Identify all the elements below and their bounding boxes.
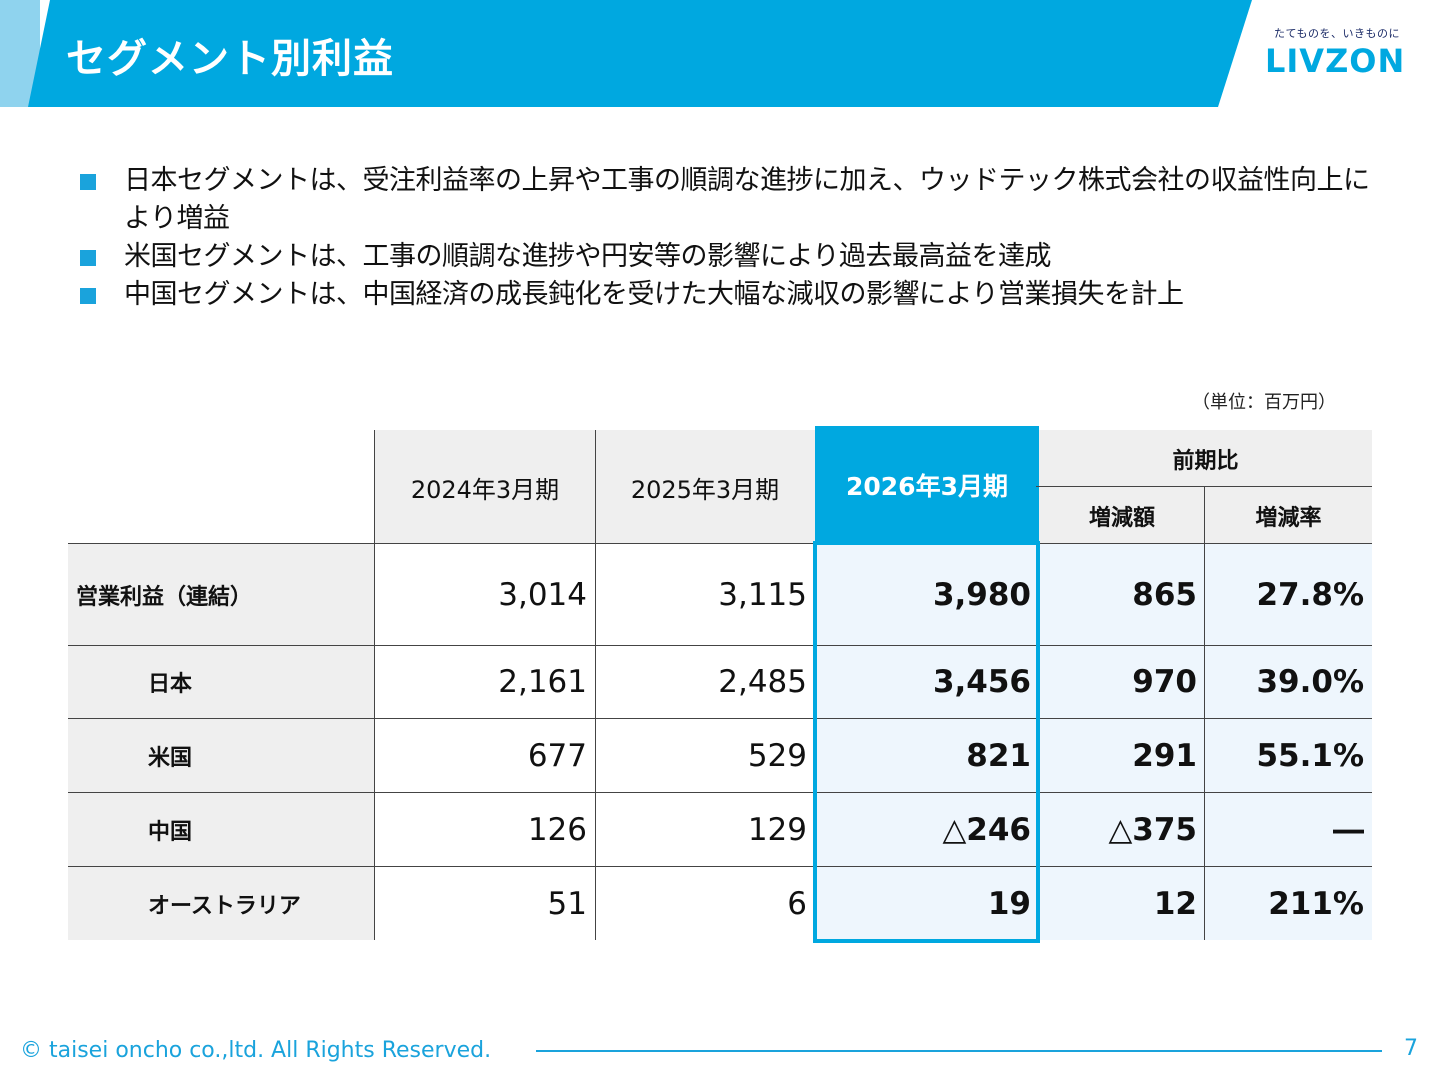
bullet-list: 日本セグメントは、受注利益率の上昇や工事の順調な進捗に加え、ウッドテック株式会社…	[78, 162, 1378, 314]
table-cell: 677	[527, 738, 587, 774]
bullet-item: 中国セグメントは、中国経済の成長鈍化を受けた大幅な減収の影響により営業損失を計上	[78, 276, 1378, 314]
table-cell: 126	[527, 812, 587, 848]
row-label: 中国	[68, 793, 375, 867]
table-cell-highlight: 19	[815, 867, 1039, 940]
col-header-yoy: 前期比	[1039, 430, 1372, 487]
bullet-square-icon	[80, 174, 96, 190]
bullet-square-icon	[80, 250, 96, 266]
grid-line	[68, 645, 1372, 646]
bullet-item: 日本セグメントは、受注利益率の上昇や工事の順調な進捗に加え、ウッドテック株式会社…	[78, 162, 1378, 238]
bullet-text: 米国セグメントは、工事の順調な進捗や円安等の影響により過去最高益を達成	[124, 241, 1051, 272]
footer-divider	[536, 1050, 1382, 1052]
table-cell: 27.8%	[1205, 544, 1372, 645]
table-cell: 2,485	[718, 664, 807, 700]
col-header-diff: 増減額	[1039, 487, 1205, 544]
table-cell: △375	[1039, 793, 1205, 867]
table-cell: 865	[1039, 544, 1205, 645]
bullet-text: 中国セグメントは、中国経済の成長鈍化を受けた大幅な減収の影響により営業損失を計上	[124, 279, 1184, 310]
row-label: 営業利益（連結）	[68, 544, 375, 645]
table-cell-highlight: △246	[815, 793, 1039, 867]
highlight-column-frame	[813, 541, 1040, 943]
col-header-2025: 2025年3月期	[595, 430, 815, 544]
col-header-rate: 増減率	[1205, 487, 1372, 544]
table-cell: 12	[1039, 867, 1205, 940]
table-cell-highlight: 3,456	[815, 645, 1039, 719]
table-cell: ―	[1205, 793, 1372, 867]
row-label: 米国	[68, 719, 375, 793]
grid-line	[68, 543, 1372, 544]
company-logo: LIVZON	[1265, 42, 1406, 80]
grid-line	[68, 792, 1372, 793]
row-label: 日本	[68, 645, 375, 719]
table-cell: 129	[747, 812, 807, 848]
unit-label: （単位：百万円）	[1192, 392, 1336, 413]
grid-line	[1036, 486, 1372, 487]
table-cell: 39.0%	[1205, 645, 1372, 719]
table-cell: 3,014	[498, 576, 587, 613]
header-bar	[28, 0, 1252, 107]
table-cell: 2,161	[498, 664, 587, 700]
grid-line	[1204, 487, 1205, 940]
table-cell: 970	[1039, 645, 1205, 719]
table-cell: 55.1%	[1205, 719, 1372, 793]
logo-tagline: たてものを、いきものに	[1274, 27, 1400, 40]
table-cell-highlight: 821	[815, 719, 1039, 793]
table-cell: 6	[787, 885, 807, 922]
table-cell: 51	[547, 885, 587, 922]
table-cell-highlight: 3,980	[815, 544, 1039, 645]
grid-line	[68, 718, 1372, 719]
grid-line	[374, 430, 375, 940]
table-cell: 211%	[1205, 867, 1372, 940]
row-label: オーストラリア	[68, 867, 375, 940]
table-cell: 529	[747, 738, 807, 774]
copyright: © taisei oncho co.,ltd. All Rights Reser…	[20, 1038, 492, 1063]
table-cell: 3,115	[718, 576, 807, 613]
col-header-2024: 2024年3月期	[375, 430, 595, 544]
bullet-item: 米国セグメントは、工事の順調な進捗や円安等の影響により過去最高益を達成	[78, 238, 1378, 276]
col-header-2026: 2026年3月期	[815, 426, 1039, 544]
bullet-text: 日本セグメントは、受注利益率の上昇や工事の順調な進捗に加え、ウッドテック株式会社…	[124, 165, 1370, 234]
grid-line	[68, 866, 1372, 867]
grid-line	[595, 430, 596, 940]
page-number: 7	[1404, 1036, 1418, 1061]
table-cell: 291	[1039, 719, 1205, 793]
bullet-square-icon	[80, 288, 96, 304]
page-title: セグメント別利益	[66, 36, 394, 82]
